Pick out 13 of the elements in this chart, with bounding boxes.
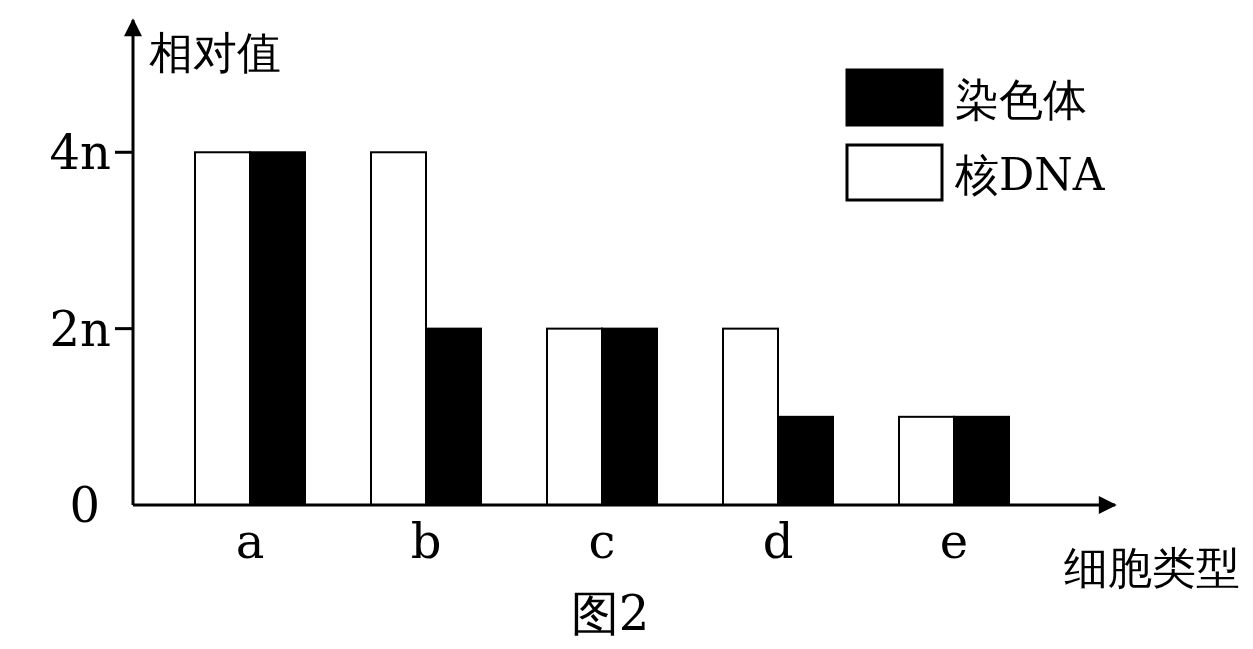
legend-label: 核DNA bbox=[954, 149, 1106, 200]
x-tick-label: e bbox=[939, 513, 969, 569]
y-tick-label: 4n bbox=[49, 124, 111, 181]
legend-label: 染色体 bbox=[955, 74, 1087, 125]
x-tick-label: a bbox=[235, 513, 265, 569]
x-tick-label: d bbox=[762, 513, 794, 569]
y-axis-title: 相对值 bbox=[149, 27, 281, 78]
caption: 图2 bbox=[570, 585, 650, 641]
x-axis-title: 细胞类型 bbox=[1064, 542, 1240, 593]
y-tick-label: 0 bbox=[69, 477, 100, 533]
y-tick-label: 2n bbox=[49, 300, 111, 357]
x-tick-label: b bbox=[410, 513, 442, 569]
x-tick-label: c bbox=[588, 513, 616, 569]
